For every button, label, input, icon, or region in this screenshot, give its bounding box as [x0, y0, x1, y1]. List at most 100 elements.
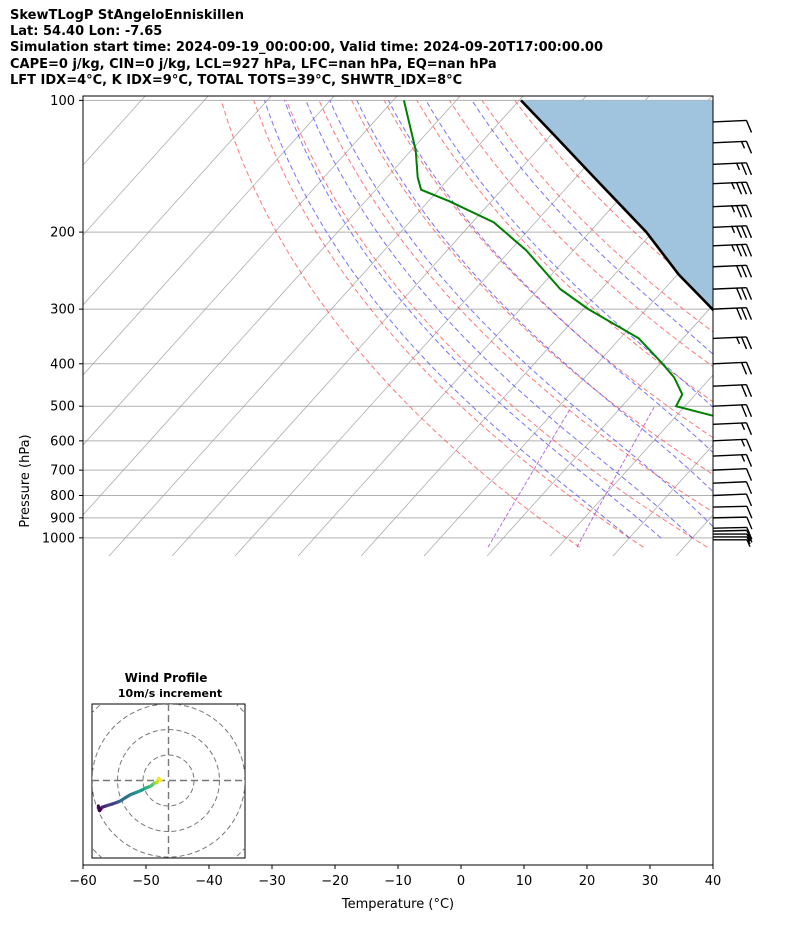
- wind-barb: [713, 533, 751, 542]
- wind-barb-feather: [740, 384, 748, 397]
- time-line: Simulation start time: 2024-09-19_00:00:…: [10, 40, 603, 56]
- wind-barb-shaft: [712, 493, 747, 497]
- dry-adiabat-line: [416, 100, 713, 403]
- wind-barb-feather: [745, 225, 753, 239]
- isotherm-line: [360, 164, 713, 557]
- wind-barb-feather: [740, 362, 748, 375]
- hodograph-inset: Wind Profile 10m/s increment: [91, 671, 246, 859]
- x-tick-label: −10: [384, 874, 411, 889]
- wind-barb-feather: [746, 506, 753, 519]
- wind-barb-shaft: [712, 140, 747, 144]
- wind-barb: [712, 383, 753, 397]
- isotherm-line: [171, 96, 587, 557]
- wind-barb-half-feather: [735, 336, 741, 345]
- wind-barb-shaft: [712, 505, 747, 508]
- dry-adiabat-line: [351, 100, 713, 476]
- wind-barb: [712, 493, 753, 507]
- wind-barb-feather: [745, 264, 753, 278]
- wind-barb-half-feather: [746, 536, 751, 545]
- wind-barb-shaft: [712, 422, 747, 426]
- isotherm-line: [83, 96, 461, 516]
- wind-barb: [712, 422, 753, 436]
- wind-barb-half-feather: [740, 422, 746, 431]
- wind-barb-feather: [745, 120, 753, 133]
- hodograph-segment: [157, 776, 163, 783]
- wind-barb-half-feather: [746, 539, 751, 548]
- wind-barb: [712, 438, 753, 452]
- wind-barb-feather: [740, 162, 748, 176]
- wind-barb-feather: [740, 264, 748, 278]
- wind-barb: [712, 140, 753, 154]
- wind-barb-feather: [735, 264, 743, 278]
- wind-barb-shaft: [712, 529, 747, 532]
- wind-barb-half-feather: [730, 225, 736, 234]
- wind-barb-feather: [745, 181, 753, 195]
- y-tick-label: 800: [50, 489, 75, 504]
- wind-barb: [712, 162, 753, 176]
- wind-barb: [712, 264, 753, 278]
- wind-barb-half-feather: [740, 439, 746, 447]
- wind-barb-feather: [735, 307, 743, 320]
- x-tick-label: −20: [321, 874, 348, 889]
- x-tick-label: −50: [132, 874, 159, 889]
- wind-barb: [712, 243, 753, 257]
- wind-barb-feather: [746, 530, 753, 543]
- isotherm-line: [83, 96, 272, 306]
- dewpoint-line: [402, 100, 713, 417]
- wind-barb-feather: [740, 287, 748, 300]
- wind-barb: [712, 529, 753, 543]
- moist-adiabat-line: [356, 100, 713, 493]
- wind-barb-feather: [740, 307, 748, 320]
- wind-barb: [712, 204, 753, 218]
- wind-barb-feather: [745, 493, 753, 507]
- x-tick-label: 20: [579, 874, 596, 889]
- wind-barb-half-feather: [735, 162, 741, 171]
- isotherm-line: [549, 374, 713, 557]
- y-tick-label: 100: [50, 94, 75, 109]
- wind-barb-feather: [735, 204, 743, 218]
- temperature-line: [742, 100, 794, 538]
- x-tick-label: −30: [258, 874, 285, 889]
- wind-barb-feather: [740, 225, 748, 239]
- y-tick-label: 300: [50, 303, 75, 318]
- wind-barb-feather: [740, 336, 748, 350]
- wind-barb: [712, 505, 753, 519]
- wind-barb-feather: [735, 244, 743, 257]
- wind-barb-feather: [745, 481, 753, 495]
- dry-adiabat-line: [285, 100, 708, 548]
- wind-barb-feather: [740, 204, 748, 218]
- mixing-ratio-line: [487, 405, 573, 548]
- dry-adiabat-line: [709, 100, 713, 104]
- mixing-ratio-lines: [487, 405, 656, 548]
- wind-barb-feather: [745, 162, 753, 176]
- moist-adiabat-line: [425, 100, 713, 408]
- cape-line: CAPE=0 j/kg, CIN=0 j/kg, LCL=927 hPa, LF…: [10, 56, 497, 72]
- wind-barb-feather: [745, 362, 753, 375]
- wind-barb-feather: [745, 336, 753, 350]
- wind-barb-half-feather: [730, 244, 736, 252]
- dry-adiabat-line: [776, 100, 794, 547]
- y-tick-label: 1000: [42, 531, 75, 546]
- y-tick-label: 600: [50, 434, 75, 449]
- x-tick-label: 30: [642, 874, 659, 889]
- wind-barb: [712, 481, 753, 495]
- wind-barb-half-feather: [730, 181, 736, 190]
- y-axis-ticks: 1000 900 800 700 600 500 400 300 200 100: [42, 94, 83, 546]
- wind-barb-shaft: [712, 119, 747, 123]
- dry-adiabat-line: [220, 100, 580, 548]
- x-tick-label: 0: [457, 874, 465, 889]
- dry-adiabat-line: [449, 100, 713, 368]
- wind-barb-feather: [735, 287, 743, 300]
- x-tick-label: 10: [516, 874, 533, 889]
- isotherm-line: [83, 96, 398, 446]
- moist-adiabat-line: [387, 100, 713, 454]
- wind-barb-shaft: [712, 453, 747, 457]
- isotherm-line: [612, 444, 713, 557]
- isotherm-line: [423, 234, 713, 557]
- index-line: LFT IDX=4°C, K IDX=9°C, TOTAL TOTS=39°C,…: [10, 72, 463, 88]
- chart-title: SkewTLogP StAngeloEnniskillen: [10, 8, 244, 23]
- wind-barb: [712, 526, 753, 540]
- wind-barb: [712, 119, 753, 133]
- wind-barb-half-feather: [740, 454, 746, 462]
- hodograph-subtitle: 10m/s increment: [118, 687, 222, 700]
